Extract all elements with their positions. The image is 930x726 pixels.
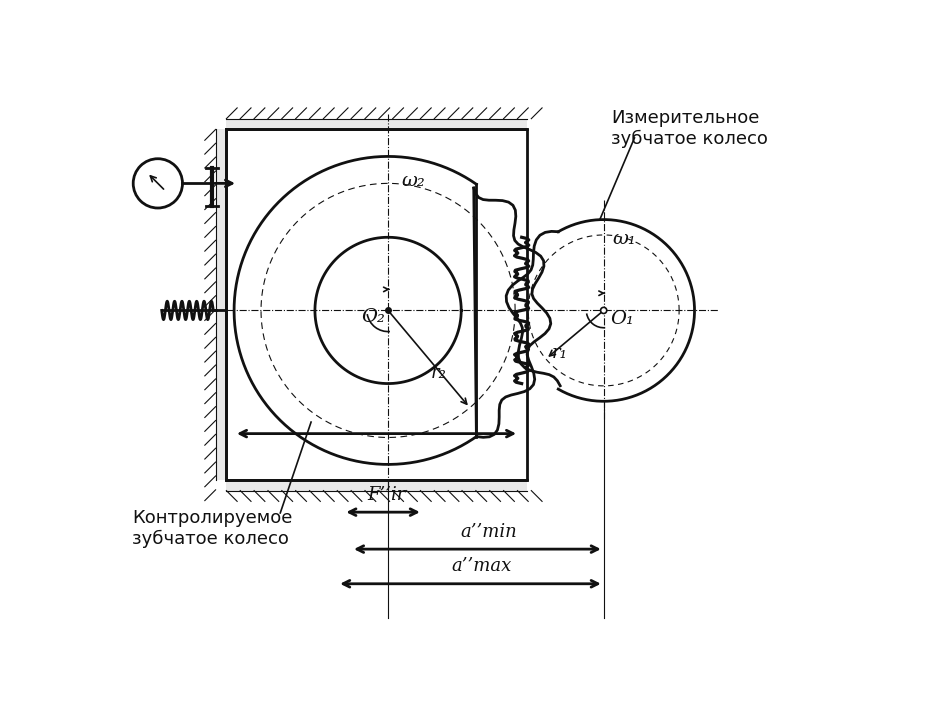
- Text: O₁: O₁: [610, 310, 633, 328]
- Bar: [226, 118, 526, 129]
- Text: a’’max: a’’max: [452, 558, 512, 576]
- Text: Контролируемое
зубчатое колесо: Контролируемое зубчатое колесо: [132, 509, 293, 548]
- Text: a’’min: a’’min: [460, 523, 517, 541]
- Bar: [216, 129, 226, 480]
- Text: ω₂: ω₂: [402, 171, 426, 189]
- Circle shape: [601, 307, 606, 314]
- Text: O₂: O₂: [361, 308, 385, 326]
- Text: r₁: r₁: [551, 344, 567, 362]
- Text: F’’ir: F’’ir: [367, 486, 406, 504]
- Text: r₂: r₂: [431, 364, 446, 382]
- Bar: [226, 480, 526, 491]
- Text: Измерительное
зубчатое колесо: Измерительное зубчатое колесо: [611, 109, 768, 148]
- Text: ω₁: ω₁: [613, 230, 637, 248]
